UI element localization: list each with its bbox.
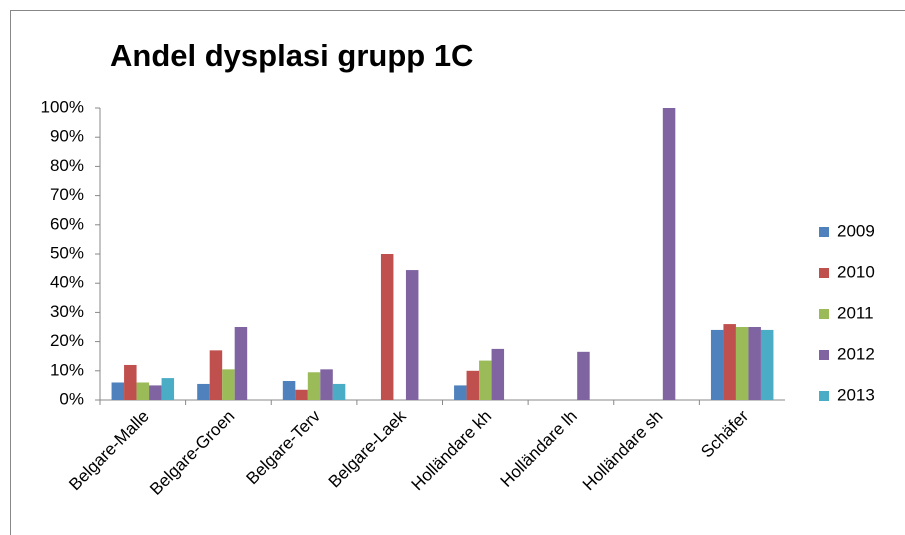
legend-swatch	[819, 309, 829, 319]
bar	[320, 369, 333, 400]
bar	[136, 382, 150, 400]
bar	[380, 254, 394, 400]
bar	[149, 385, 162, 400]
bar	[197, 383, 210, 400]
legend-label: 2009	[837, 221, 875, 240]
bar	[111, 382, 125, 400]
y-tick-label: 50%	[50, 243, 84, 262]
bar	[760, 329, 774, 400]
chart-title: Andel dysplasi grupp 1C	[110, 38, 473, 73]
legend-swatch	[819, 227, 829, 237]
bar	[479, 360, 492, 400]
y-tick-label: 90%	[50, 127, 84, 146]
bar	[577, 351, 590, 400]
bar	[332, 383, 346, 400]
chart-border	[10, 10, 905, 535]
bar	[405, 270, 419, 400]
bar	[466, 370, 480, 400]
y-tick-label: 80%	[50, 156, 84, 175]
legend-label: 2011	[837, 303, 874, 322]
bar	[282, 381, 296, 400]
legend-swatch	[819, 391, 829, 401]
bar	[454, 385, 467, 400]
bar	[491, 348, 505, 400]
bar	[735, 327, 749, 400]
bar	[662, 108, 676, 400]
bar	[209, 350, 223, 400]
bar	[295, 389, 308, 400]
y-tick-label: 40%	[50, 273, 84, 292]
bar	[723, 324, 736, 400]
legend-swatch	[819, 268, 829, 278]
bar	[307, 372, 321, 400]
legend-label: 2013	[837, 385, 875, 404]
y-tick-label: 60%	[50, 214, 84, 233]
y-tick-label: 30%	[50, 302, 84, 321]
bar	[234, 327, 248, 400]
legend-label: 2012	[837, 344, 875, 363]
legend-swatch	[819, 350, 829, 360]
bar	[161, 378, 175, 400]
bar	[222, 369, 235, 400]
y-tick-label: 70%	[50, 185, 84, 204]
bar	[710, 329, 724, 400]
y-tick-label: 10%	[50, 360, 84, 379]
bar	[124, 364, 137, 400]
bar	[748, 327, 761, 400]
y-tick-label: 20%	[50, 331, 84, 350]
y-tick-label: 0%	[59, 389, 84, 408]
y-tick-label: 100%	[41, 97, 84, 116]
legend-label: 2010	[837, 262, 875, 281]
